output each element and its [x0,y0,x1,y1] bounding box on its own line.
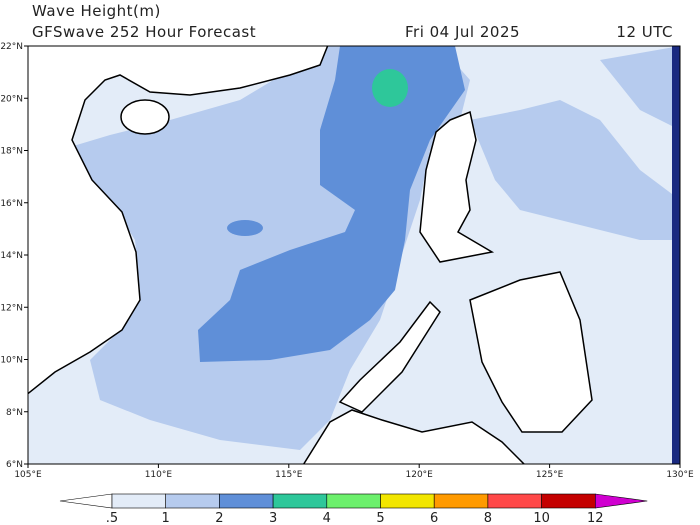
colorbar-label: 8 [484,511,492,525]
colorbar-label: 10 [533,511,550,525]
wave-3-4m [372,69,408,107]
colorbar-label: 6 [430,511,438,525]
colorbar-label: 4 [323,511,331,525]
lat-label: 22°N [0,42,23,52]
subtitle: GFSwave 252 Hour Forecast [32,23,256,41]
wave-1-2m-ne [600,46,680,130]
lat-label: 20°N [0,94,23,104]
land-borneo [302,409,526,464]
colorbar-label: 5 [376,511,384,525]
date: Fri 04 Jul 2025 [405,23,520,41]
colorbar-box [541,493,596,509]
lon-label: 130°E [666,470,694,480]
title: Wave Height(m) [32,2,161,20]
lon-label: 120°E [406,470,434,480]
land-visayas-mindanao [469,271,593,433]
colorbar-box [380,493,435,509]
colorbar-label: 3 [269,511,277,525]
land-vietnam-china [28,46,329,395]
colorbar-label: 1 [162,511,170,525]
colorbar-box [111,493,167,509]
lat-label: 10°N [0,356,23,366]
land-palawan [338,300,441,413]
colorbar-high [595,493,648,509]
land-hainan [120,99,170,135]
colorbar-low [59,493,113,509]
colorbar: .5 1 2 3 4 5 6 8 10 12 [59,493,648,525]
lon-label: 125°E [536,470,564,480]
lat-label: 16°N [0,199,23,209]
colorbar-box [433,493,489,509]
lat-label: 14°N [0,251,23,261]
edge-strip [672,46,680,464]
lat-label: 18°N [0,147,23,157]
wave-2-3m-patch [227,220,263,236]
colorbar-box [272,493,328,509]
lat-label: 6°N [6,460,23,470]
colorbar-box [219,493,274,509]
time: 12 UTC [616,23,673,41]
wave-2-3m [198,46,465,362]
colorbar-label: .5 [106,511,118,525]
lat-label: 12°N [0,303,23,313]
wave-1-2m-east [470,100,680,240]
lat-label: 8°N [6,408,23,418]
map: 6°N 8°N 10°N 12°N 14°N 16°N 18°N 20°N 22°N 105°E 1… [0,42,694,480]
colorbar-box [165,493,220,509]
colorbar-label: 12 [587,511,604,525]
colorbar-box [326,493,381,509]
ticks: 6°N 8°N 10°N 12°N 14°N 16°N 18°N 20°N 22°N 105°E 1… [0,42,694,480]
land-luzon [419,110,495,263]
lon-label: 115°E [275,470,303,480]
colorbar-box [487,493,542,509]
lon-label: 110°E [145,470,173,480]
lon-label: 105°E [14,470,42,480]
colorbar-label: 2 [215,511,223,525]
